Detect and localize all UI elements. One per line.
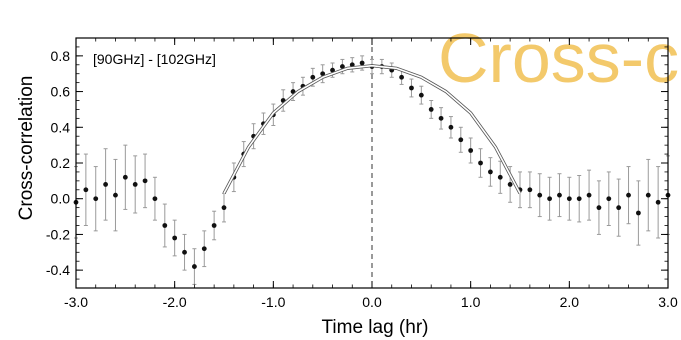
x-tick-label: 3.0 <box>658 294 678 310</box>
x-tick-label: -1.0 <box>261 294 285 310</box>
y-axis-title: Cross-correlation <box>16 76 37 221</box>
data-point <box>547 196 552 202</box>
data-point <box>438 115 444 121</box>
data-point <box>557 192 562 198</box>
data-point <box>527 187 533 193</box>
data-point <box>616 205 622 211</box>
data-point <box>113 192 118 198</box>
data-point <box>478 160 483 166</box>
data-point <box>428 107 434 112</box>
data-point <box>320 71 326 77</box>
data-point <box>399 74 404 80</box>
data-point <box>182 249 187 255</box>
data-point <box>448 124 454 130</box>
data-point <box>586 192 592 198</box>
data-point <box>576 196 582 202</box>
data-point <box>93 196 99 202</box>
data-point <box>566 196 572 202</box>
data-point <box>162 223 168 228</box>
fit-curve <box>223 64 521 194</box>
data-point <box>83 187 89 193</box>
data-point <box>142 178 148 184</box>
data-point <box>655 199 661 205</box>
x-tick-label: 1.0 <box>461 294 481 310</box>
data-point <box>418 92 424 98</box>
data-point <box>221 205 227 211</box>
data-point <box>636 210 641 216</box>
data-point <box>201 246 207 252</box>
data-point <box>626 192 631 198</box>
data-point <box>349 62 355 68</box>
data-point <box>606 196 612 202</box>
x-tick-label: -3.0 <box>64 294 88 310</box>
y-tick-label: 0.8 <box>51 48 71 64</box>
x-tick-label: 2.0 <box>560 294 580 310</box>
data-point <box>152 196 158 202</box>
data-point <box>596 205 602 211</box>
x-tick-label: -2.0 <box>163 294 187 310</box>
y-tick-label: -0.4 <box>46 262 70 278</box>
data-point <box>645 192 651 198</box>
data-point <box>409 85 414 91</box>
series-annotation: [90GHz] - [102GHz] <box>93 51 216 67</box>
data-point <box>359 60 365 66</box>
overlay-title-text: Cross-c <box>438 19 679 97</box>
data-point <box>458 137 464 143</box>
data-point <box>330 67 335 73</box>
data-point <box>132 182 138 187</box>
data-point <box>192 264 197 269</box>
data-point <box>488 169 493 175</box>
data-point <box>340 64 345 69</box>
data-point <box>468 148 474 153</box>
data-point <box>103 182 108 187</box>
data-point <box>310 74 316 80</box>
data-point <box>507 182 513 187</box>
x-axis-title: Time lag (hr) <box>322 317 429 338</box>
y-tick-label: 0.2 <box>51 155 71 171</box>
data-point <box>172 235 178 241</box>
x-tick-label: 0.0 <box>362 294 382 310</box>
data-point <box>537 192 543 198</box>
y-tick-label: 0.4 <box>51 119 71 135</box>
data-point <box>497 174 503 180</box>
y-tick-label: 0.6 <box>51 84 71 100</box>
y-tick-label: -0.2 <box>46 226 70 242</box>
data-point <box>211 223 217 228</box>
y-tick-label: 0.0 <box>51 191 71 207</box>
data-point <box>122 174 128 180</box>
